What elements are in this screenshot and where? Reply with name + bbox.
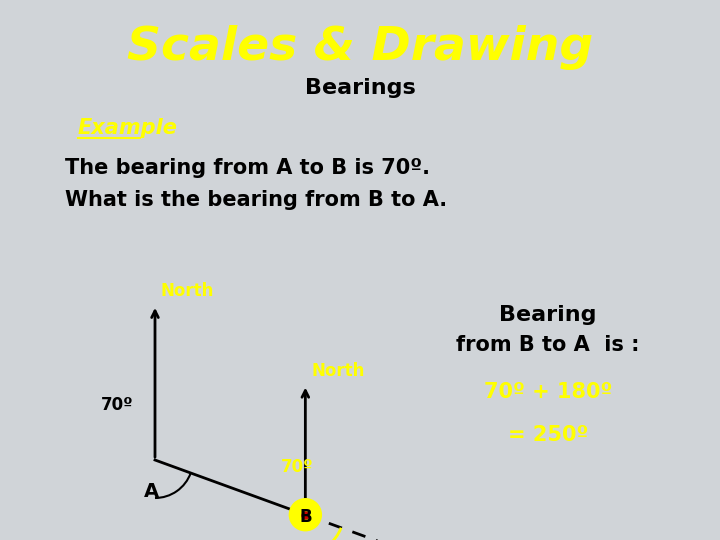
Text: 70º + 180º: 70º + 180º <box>484 382 612 402</box>
Text: North: North <box>311 362 365 380</box>
Text: A: A <box>143 482 158 501</box>
Text: from B to A  is :: from B to A is : <box>456 335 640 355</box>
Text: Example: Example <box>78 118 178 138</box>
Text: North: North <box>161 282 215 300</box>
Text: What is the bearing from B to A.: What is the bearing from B to A. <box>65 190 447 210</box>
Text: Bearings: Bearings <box>305 78 415 98</box>
Text: The bearing from A to B is 70º.: The bearing from A to B is 70º. <box>65 158 430 178</box>
Text: 70º: 70º <box>281 458 314 476</box>
Circle shape <box>289 499 321 531</box>
Text: = 250º: = 250º <box>508 425 588 445</box>
Text: Bearing: Bearing <box>499 305 597 325</box>
Text: 70º: 70º <box>101 396 133 414</box>
Text: B: B <box>299 508 312 526</box>
Text: Scales & Drawing: Scales & Drawing <box>127 25 593 71</box>
